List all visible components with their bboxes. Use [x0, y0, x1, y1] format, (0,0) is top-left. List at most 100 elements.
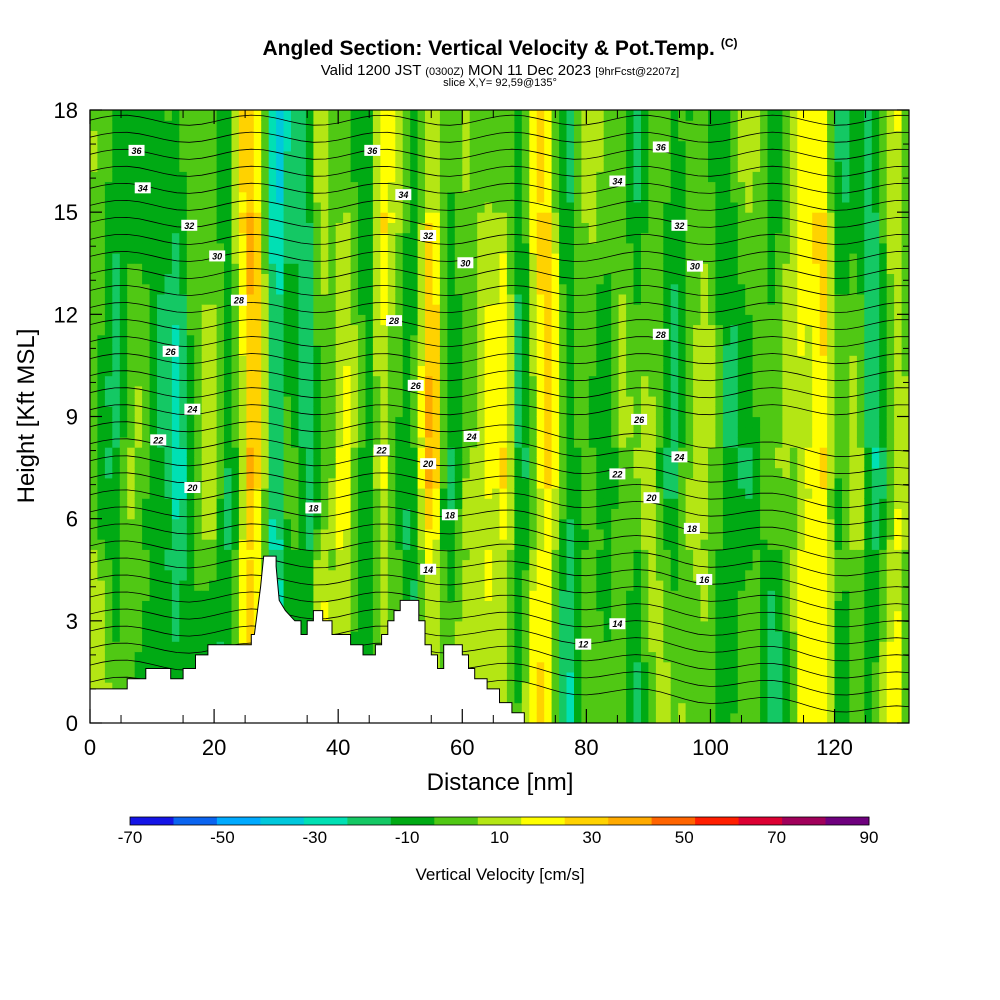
- velocity-cell: [514, 508, 523, 520]
- velocity-cell: [596, 641, 605, 653]
- velocity-cell: [261, 181, 270, 193]
- velocity-cell: [484, 171, 493, 183]
- velocity-cell: [611, 569, 620, 581]
- velocity-cell: [358, 406, 366, 418]
- velocity-cell: [700, 671, 709, 683]
- velocity-cell: [298, 212, 307, 223]
- velocity-cell: [320, 283, 329, 295]
- velocity-cell: [581, 396, 590, 407]
- velocity-cell: [402, 273, 411, 285]
- velocity-cell: [529, 110, 538, 121]
- velocity-cell: [544, 242, 553, 254]
- velocity-cell: [648, 549, 657, 561]
- velocity-cell: [678, 569, 687, 581]
- velocity-cell: [603, 457, 612, 469]
- velocity-cell: [514, 385, 523, 397]
- velocity-cell: [402, 345, 411, 356]
- velocity-cell: [283, 140, 292, 152]
- velocity-cell: [186, 324, 195, 336]
- velocity-cell: [700, 304, 709, 315]
- velocity-cell: [164, 539, 173, 550]
- velocity-cell: [127, 396, 136, 407]
- velocity-cell: [574, 191, 582, 203]
- subtitle-valid: Valid 1200 JST: [320, 62, 422, 79]
- velocity-cell: [655, 334, 664, 346]
- velocity-cell: [581, 508, 590, 520]
- velocity-cell: [268, 426, 277, 438]
- velocity-cell: [492, 661, 501, 673]
- velocity-cell: [410, 181, 419, 193]
- velocity-cell: [194, 528, 203, 540]
- velocity-cell: [231, 171, 240, 183]
- velocity-cell: [402, 355, 411, 366]
- velocity-cell: [425, 488, 433, 499]
- velocity-cell: [536, 498, 545, 509]
- velocity-cell: [469, 569, 478, 581]
- velocity-cell: [618, 600, 627, 612]
- velocity-cell: [305, 569, 314, 581]
- velocity-cell: [499, 671, 508, 683]
- velocity-cell: [157, 161, 165, 172]
- velocity-cell: [633, 457, 642, 469]
- velocity-cell: [588, 263, 597, 274]
- velocity-cell: [119, 334, 128, 346]
- velocity-cell: [320, 590, 329, 601]
- velocity-cell: [439, 396, 448, 407]
- velocity-cell: [417, 110, 426, 121]
- velocity-cell: [447, 620, 456, 632]
- velocity-cell: [320, 181, 329, 193]
- velocity-cell: [358, 140, 366, 152]
- velocity-cell: [648, 457, 657, 469]
- velocity-cell: [231, 232, 240, 244]
- velocity-cell: [603, 314, 612, 326]
- velocity-cell: [313, 600, 322, 612]
- velocity-cell: [179, 283, 188, 295]
- velocity-cell: [313, 242, 322, 254]
- velocity-cell: [372, 150, 381, 162]
- velocity-cell: [633, 447, 642, 458]
- velocity-cell: [536, 110, 545, 121]
- velocity-cell: [626, 457, 635, 469]
- velocity-cell: [127, 559, 136, 571]
- velocity-cell: [134, 508, 143, 520]
- velocity-cell: [268, 345, 277, 356]
- velocity-cell: [626, 385, 635, 397]
- velocity-cell: [298, 283, 307, 295]
- velocity-cell: [395, 263, 404, 274]
- velocity-cell: [104, 651, 113, 663]
- velocity-cell: [529, 181, 538, 193]
- velocity-cell: [90, 488, 98, 499]
- velocity-cell: [544, 110, 553, 121]
- velocity-cell: [492, 549, 501, 561]
- velocity-cell: [670, 385, 679, 397]
- velocity-cell: [112, 355, 121, 366]
- velocity-cell: [655, 580, 664, 591]
- velocity-cell: [626, 416, 635, 428]
- velocity-cell: [633, 283, 642, 295]
- velocity-cell: [641, 324, 649, 336]
- velocity-cell: [305, 150, 314, 162]
- velocity-cell: [104, 406, 113, 418]
- velocity-cell: [410, 365, 419, 377]
- velocity-cell: [588, 334, 597, 346]
- velocity-cell: [447, 304, 456, 315]
- velocity-cell: [693, 600, 702, 612]
- velocity-cell: [305, 539, 314, 550]
- velocity-cell: [90, 508, 98, 520]
- velocity-cell: [663, 651, 672, 663]
- velocity-cell: [685, 150, 694, 162]
- velocity-cell: [566, 171, 575, 183]
- velocity-cell: [164, 242, 173, 254]
- velocity-cell: [611, 477, 620, 489]
- velocity-cell: [685, 559, 694, 571]
- velocity-cell: [164, 171, 173, 183]
- velocity-cell: [618, 610, 627, 622]
- velocity-cell: [536, 590, 545, 601]
- velocity-cell: [536, 396, 545, 407]
- velocity-cell: [119, 283, 128, 295]
- velocity-cell: [469, 140, 478, 152]
- velocity-cell: [305, 334, 314, 346]
- velocity-cell: [171, 539, 180, 550]
- velocity-cell: [641, 692, 649, 704]
- velocity-cell: [104, 140, 113, 152]
